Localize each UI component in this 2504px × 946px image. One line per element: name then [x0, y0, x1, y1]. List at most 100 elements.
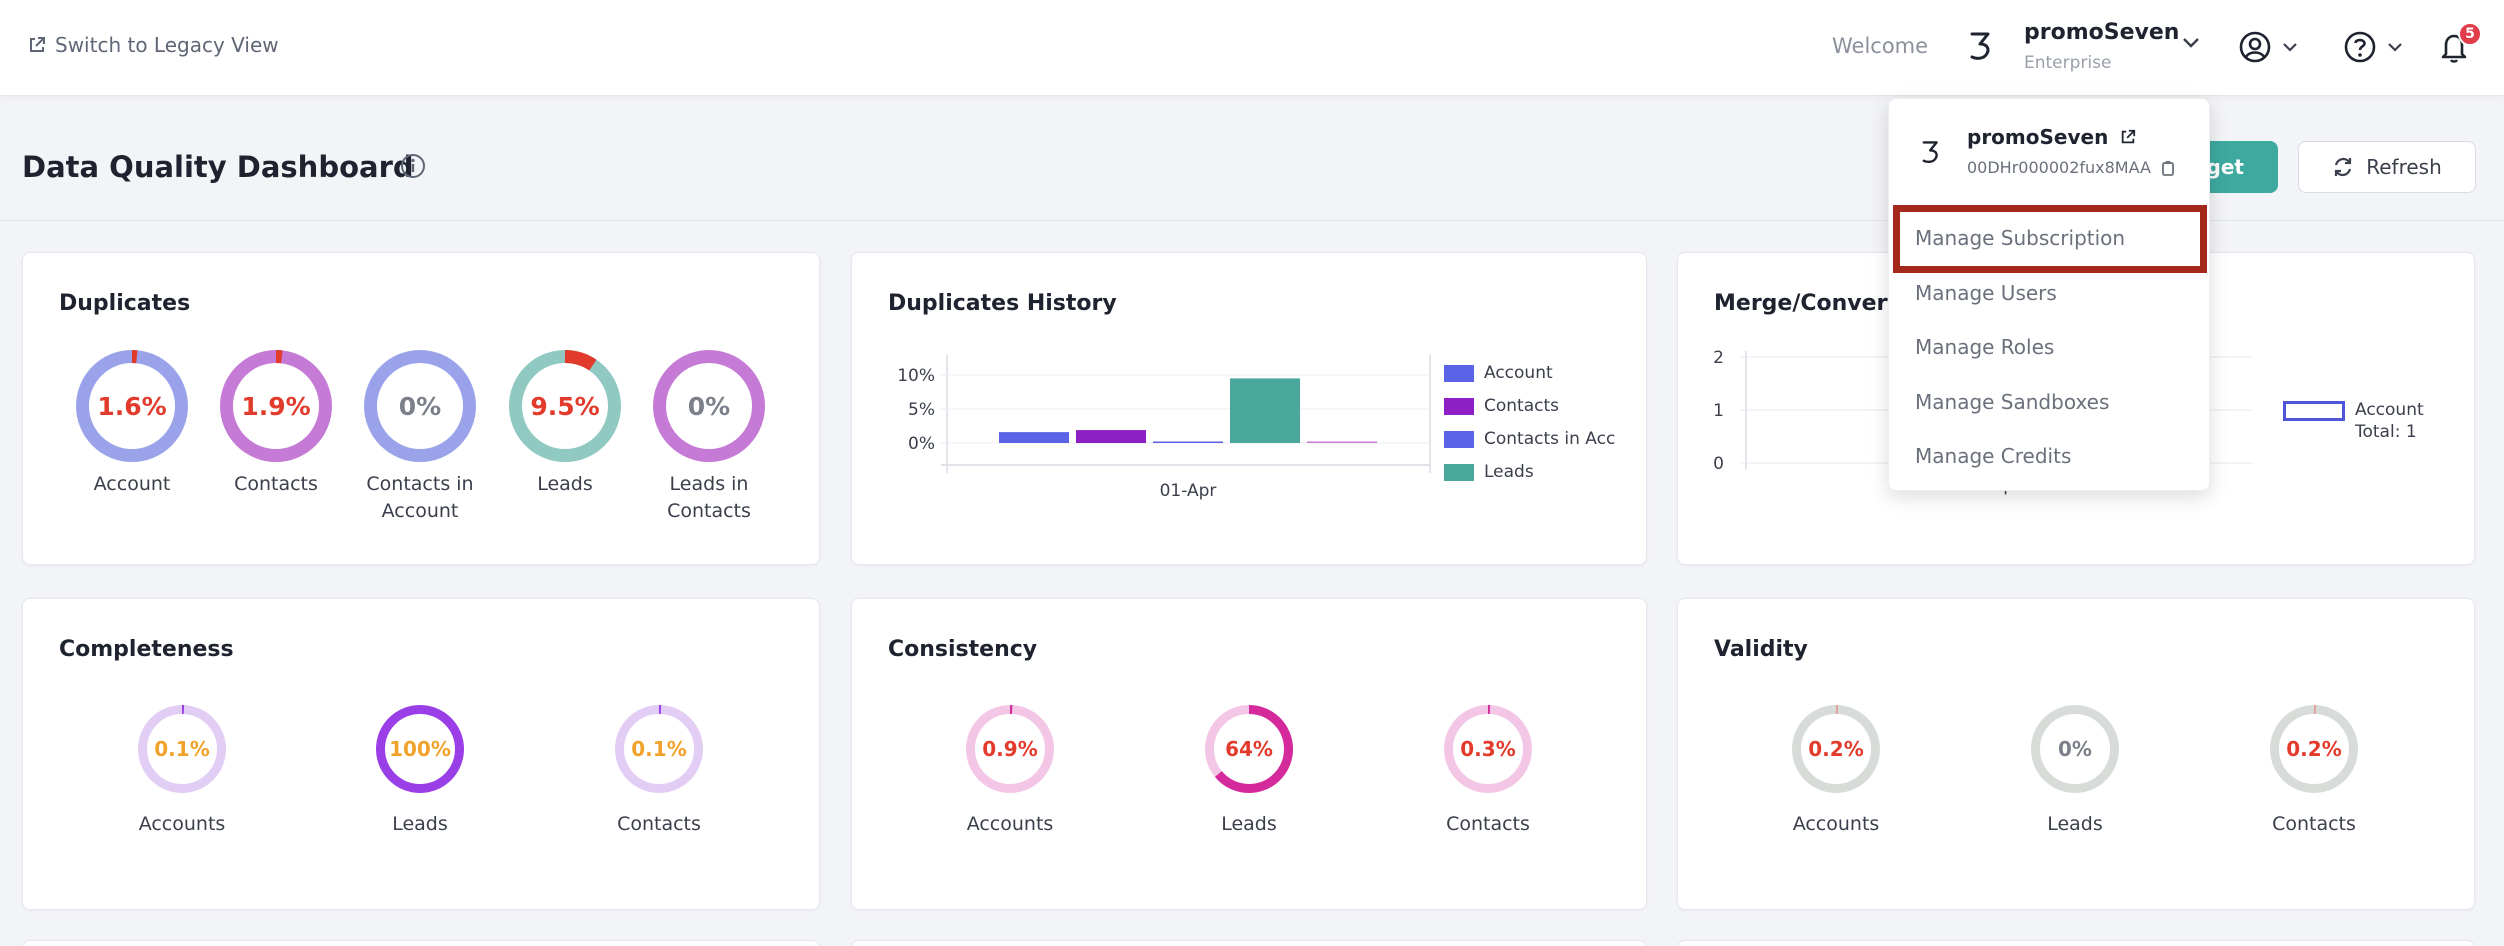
switch-legacy-link[interactable]: Switch to Legacy View	[28, 33, 279, 57]
donut-leads[interactable]: 100%	[375, 704, 465, 794]
card-title: Duplicates	[59, 291, 191, 316]
dashboard-card	[22, 940, 820, 946]
refresh-button[interactable]: Refresh	[2298, 141, 2476, 193]
legend-swatch	[1444, 430, 1474, 448]
card-title: Consistency	[888, 637, 1038, 662]
donut-value: 100%	[389, 737, 451, 761]
donut-contacts[interactable]: 0.2%	[2269, 704, 2359, 794]
donut-label: Accounts	[138, 813, 226, 835]
y-tick-label: 0%	[908, 434, 935, 454]
donut-arc	[1205, 705, 1293, 793]
page-title: Data Quality Dashboard	[22, 150, 414, 184]
external-link-icon[interactable]	[2120, 129, 2136, 145]
donut-label: Contacts	[234, 473, 318, 495]
donut-ring	[653, 350, 765, 462]
donut-accounts[interactable]: 0.9%	[965, 704, 1055, 794]
dropdown-org-id: 00DHr000002fux8MAA	[1967, 158, 2175, 177]
legend-swatch	[1444, 463, 1474, 481]
donut-contacts[interactable]: 0.3%	[1443, 704, 1533, 794]
menu-item-manage-subscription[interactable]: Manage Subscription	[1915, 226, 2126, 250]
legend-total: Total: 1	[2355, 422, 2417, 442]
user-circle-icon	[2239, 31, 2271, 63]
donut-arc	[138, 705, 226, 793]
legend-item-contacts[interactable]: Contacts	[1444, 396, 1559, 416]
notification-bell-icon[interactable]	[2438, 30, 2470, 64]
donut-ring	[364, 350, 476, 462]
donut-value: 0.1%	[631, 737, 687, 761]
donut-ring	[76, 350, 188, 462]
bar-contacts-in-acc	[1153, 441, 1223, 443]
info-icon[interactable]	[400, 153, 426, 179]
completeness-card: Completeness 0.1% Accounts 100% Leads 0.1% Co…	[22, 598, 820, 910]
donut-label: Account	[93, 473, 171, 495]
donut-track	[2031, 705, 2119, 793]
bar-account	[999, 432, 1069, 443]
donut-arc	[509, 350, 621, 462]
help-circle-icon	[2344, 31, 2376, 63]
donut-label: Accounts	[1792, 813, 1880, 835]
legend-item-contacts-in-acc[interactable]: Contacts in Acc	[1444, 429, 1615, 449]
y-tick-label: 2	[1713, 348, 1724, 368]
user-menu-button[interactable]	[2238, 30, 2298, 64]
legend-item-account[interactable]: Account	[1444, 363, 1553, 383]
duplicates-history-card: Duplicates History 10% 5% 0% 01-Apr Account…	[851, 252, 1647, 565]
donut-value: 0%	[2058, 737, 2092, 761]
donut-value: 0%	[687, 391, 731, 421]
dropdown-org-name-text: promoSeven	[1967, 125, 2109, 149]
donut-ring	[220, 350, 332, 462]
duplicates-card: Duplicates 1.6% Account 1.9% Contacts 0% Cont…	[22, 252, 820, 565]
help-menu-button[interactable]	[2343, 30, 2403, 64]
menu-item-manage-sandboxes[interactable]: Manage Sandboxes	[1915, 390, 2110, 414]
legend-label: Account	[2355, 400, 2424, 420]
menu-item-manage-users[interactable]: Manage Users	[1915, 281, 2057, 305]
donut-track	[364, 350, 476, 462]
card-title: Duplicates History	[888, 291, 1117, 316]
top-bar: Switch to Legacy View Welcome promoSeven…	[0, 0, 2504, 96]
donut-arc	[966, 705, 1054, 793]
history-chart: 10% 5% 0% 01-Apr	[897, 355, 1431, 501]
donut-leads-in-contacts[interactable]: 0%	[652, 349, 766, 463]
bar-contacts	[1076, 430, 1146, 443]
donut-leads[interactable]: 64%	[1204, 704, 1294, 794]
donut-ring	[1444, 705, 1532, 793]
donut-arc	[1444, 705, 1532, 793]
dropdown-org-name[interactable]: promoSeven	[1967, 125, 2136, 149]
donut-label: Leads in Contacts	[667, 473, 751, 522]
switch-legacy-label: Switch to Legacy View	[55, 33, 279, 57]
menu-item-manage-credits[interactable]: Manage Credits	[1915, 444, 2072, 468]
card-title: Completeness	[59, 637, 234, 662]
notification-badge: 5	[2458, 22, 2482, 46]
legend-label: Contacts in Acc	[1484, 429, 1616, 449]
dashboard-card	[1677, 940, 2475, 946]
donut-label: Leads	[1221, 813, 1277, 835]
donut-leads[interactable]: 0%	[2030, 704, 2120, 794]
donut-accounts[interactable]: 0.2%	[1791, 704, 1881, 794]
donut-arc	[76, 350, 188, 462]
donut-value: 0.9%	[982, 737, 1038, 761]
y-tick-label: 10%	[897, 366, 935, 386]
legend-swatch	[1444, 397, 1474, 415]
org-name[interactable]: promoSeven	[2024, 20, 2180, 45]
donut-value: 0.2%	[2286, 737, 2342, 761]
donut-contacts-in-account[interactable]: 0%	[363, 349, 477, 463]
y-tick-label: 5%	[908, 400, 935, 420]
legend-swatch	[2283, 401, 2345, 421]
refresh-icon	[2335, 157, 2352, 177]
legend-item-leads[interactable]: Leads	[1444, 462, 1534, 482]
donut-contacts[interactable]: 0.1%	[614, 704, 704, 794]
validity-card: Validity 0.2% Accounts 0% Leads 0.2% Contacts	[1677, 598, 2475, 910]
highlight-box	[1893, 205, 2207, 273]
donut-arc	[376, 705, 464, 793]
legend-swatch	[1444, 364, 1474, 382]
copy-icon[interactable]	[2161, 160, 2175, 176]
card-title: Validity	[1714, 637, 1808, 662]
donut-accounts[interactable]: 0.1%	[137, 704, 227, 794]
donut-track	[653, 350, 765, 462]
chevron-down-icon[interactable]	[2182, 37, 2200, 49]
donut-contacts[interactable]: 1.9%	[219, 349, 333, 463]
donut-leads[interactable]: 9.5%	[508, 349, 622, 463]
donut-arc	[220, 350, 332, 462]
y-tick-label: 1	[1713, 401, 1724, 421]
donut-account[interactable]: 1.6%	[75, 349, 189, 463]
menu-item-manage-roles[interactable]: Manage Roles	[1915, 335, 2055, 359]
